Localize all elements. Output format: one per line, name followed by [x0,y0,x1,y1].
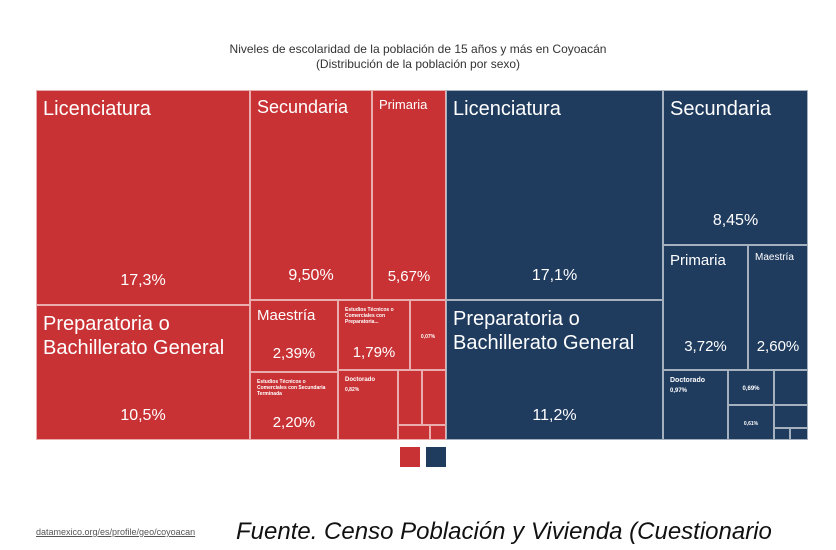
tile-value: 10,5% [120,407,166,424]
treemap-tile [430,425,446,440]
tile-label: Doctorado [345,377,375,383]
tile-value: 0,97% [670,388,688,395]
tile-value: 17,3% [120,272,166,289]
tile-label: Maestría [755,252,794,263]
treemap-tile [422,370,446,425]
tile-value: 2,20% [272,413,316,431]
treemap-tile [774,428,790,440]
tile-value: 17,1% [531,267,578,284]
treemap-tile: Secundaria 9,50% [250,90,372,300]
tile-value: 0,82% [345,387,360,394]
treemap-tile: Maestría 2,60% [748,245,808,370]
treemap-tile: Estudios Técnicos o Comerciales con Prep… [338,300,410,370]
treemap-tile [774,405,808,428]
chart-title: Niveles de escolaridad de la población d… [229,42,607,56]
tile-label: Licenciatura [453,98,561,120]
tile-value: 0,61% [743,421,759,427]
source-link[interactable]: datamexico.org/es/profile/geo/coyoacan [36,527,196,537]
treemap-tile: Maestría 2,39% [250,300,338,372]
tile-value: 2,39% [272,345,316,363]
treemap-tile [398,425,430,440]
treemap-tile: Primaria 5,67% [372,90,446,300]
tile-label: Doctorado [670,377,705,384]
source-note: Fuente. Censo Población y Vivienda (Cues… [236,518,772,545]
tile-label: Maestría [257,307,316,324]
chart-subtitle: (Distribución de la población por sexo) [315,57,521,71]
treemap-tile: 0,61% [728,405,774,440]
treemap-tile: Primaria 3,72% [663,245,748,370]
tile-value: 11,2% [532,407,577,424]
tile-label: Estudios Técnicos o Comerciales con Secu… [257,379,326,397]
tile-value: 1,79% [352,343,396,361]
tile-label: Primaria [670,252,726,269]
treemap-tile [398,370,422,425]
legend-swatch [400,447,420,467]
treemap-tile: 0,69% [728,370,774,405]
treemap-tile: Preparatoria o Bachillerato General 11,2% [446,300,663,440]
treemap-tile [790,428,808,440]
tile-value: 8,45% [712,212,759,229]
treemap-tile: Secundaria 8,45% [663,90,808,245]
tile-value: 0,69% [742,385,760,392]
treemap-tile: Preparatoria o Bachillerato General 10,5% [36,305,250,440]
treemap-tile: Doctorado 0,82% [338,370,398,440]
treemap-tile: Licenciatura 17,1% [446,90,663,300]
tile-label: Licenciatura [43,98,151,120]
legend-swatch [426,447,446,467]
treemap-tile: Doctorado 0,97% [663,370,728,440]
treemap-tile: Licenciatura 17,3% [36,90,250,305]
tile-label: Primaria [379,97,428,112]
tile-label: Preparatoria o Bachillerato General [453,308,635,354]
treemap-tile [774,370,808,405]
tile-label: Preparatoria o Bachillerato General [43,313,225,359]
tile-value: 9,50% [288,267,334,284]
tile-value: 2,60% [756,338,800,355]
tile-value: 5,67% [387,268,431,285]
treemap-tile: 0,07% [410,300,446,370]
tile-label: Estudios Técnicos o Comerciales con Prep… [345,307,394,325]
treemap-tile: Estudios Técnicos o Comerciales con Secu… [250,372,338,440]
tile-value: 3,72% [684,338,727,355]
tile-label: Secundaria [670,98,772,120]
tile-value: 0,07% [420,333,436,340]
tile-label: Secundaria [257,97,349,117]
